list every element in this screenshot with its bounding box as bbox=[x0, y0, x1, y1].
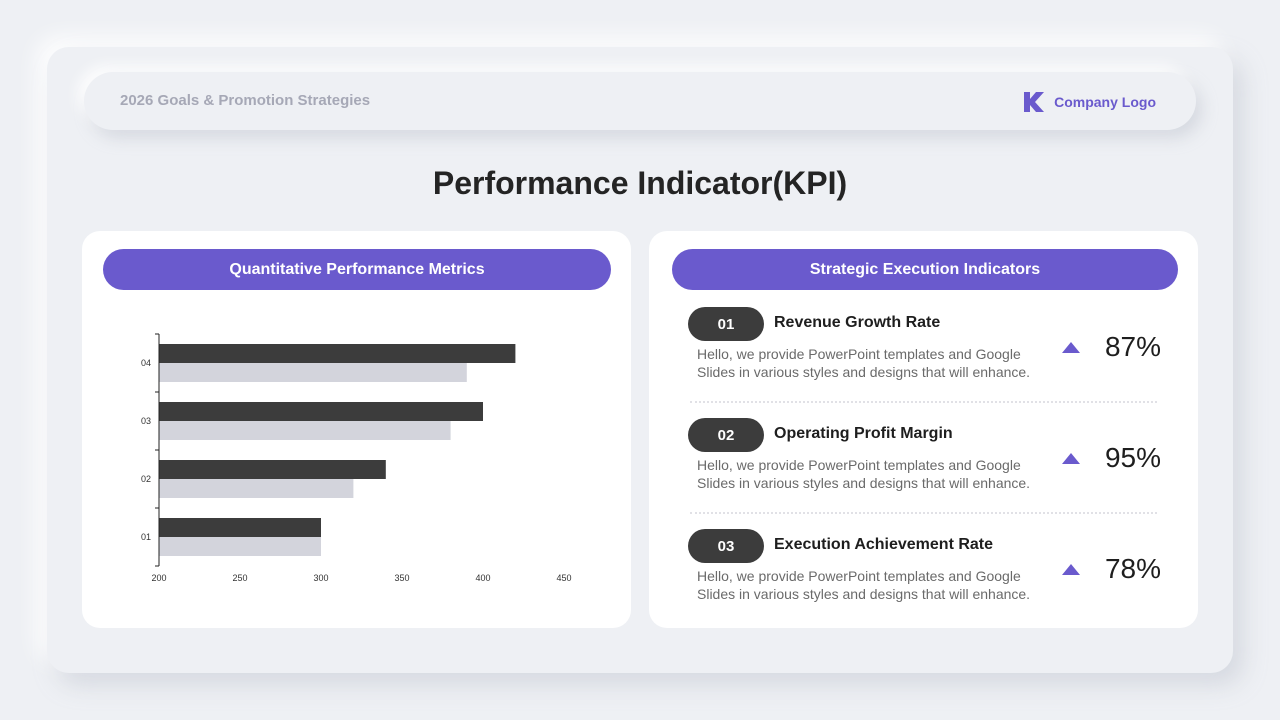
kpi-number-badge: 02 bbox=[688, 418, 764, 452]
kpi-item-execution-achievement: 03 Execution Achievement Rate Hello, we … bbox=[649, 529, 1198, 629]
x-tick-label: 450 bbox=[556, 573, 571, 583]
x-tick-label: 250 bbox=[232, 573, 247, 583]
kpi-name: Operating Profit Margin bbox=[774, 425, 953, 442]
divider bbox=[690, 512, 1157, 514]
header-title: 2026 Goals & Promotion Strategies bbox=[120, 92, 371, 109]
page-title: Performance Indicator(KPI) bbox=[432, 165, 848, 201]
bar-03-series-2 bbox=[159, 421, 451, 440]
quantitative-metrics-title: Quantitative Performance Metrics bbox=[103, 249, 611, 290]
x-tick-label: 300 bbox=[313, 573, 328, 583]
y-tick-label: 03 bbox=[141, 416, 151, 426]
kpi-value: 95% bbox=[1104, 442, 1161, 473]
kpi-name: Execution Achievement Rate bbox=[774, 536, 994, 553]
bar-02-series-1 bbox=[159, 460, 386, 479]
strategic-indicators-title: Strategic Execution Indicators bbox=[672, 249, 1178, 290]
arrow-up-icon bbox=[1062, 564, 1080, 575]
x-tick-label: 400 bbox=[475, 573, 490, 583]
bar-04-series-2 bbox=[159, 363, 467, 382]
kpi-number-badge: 01 bbox=[688, 307, 764, 341]
kpi-description: Hello, we provide PowerPoint templates a… bbox=[697, 457, 1031, 491]
k-logo-icon bbox=[1024, 92, 1045, 112]
strategic-indicators-panel: Strategic Execution Indicators 01 Revenu… bbox=[649, 231, 1198, 628]
kpi-description: Hello, we provide PowerPoint templates a… bbox=[697, 568, 1031, 602]
y-tick-label: 04 bbox=[141, 358, 151, 368]
kpi-value: 78% bbox=[1104, 553, 1161, 584]
kpi-description: Hello, we provide PowerPoint templates a… bbox=[697, 346, 1031, 380]
kpi-name: Revenue Growth Rate bbox=[774, 314, 941, 331]
kpi-value: 87% bbox=[1104, 331, 1161, 362]
arrow-up-icon bbox=[1062, 453, 1080, 464]
bar-04-series-1 bbox=[159, 344, 516, 363]
x-tick-label: 350 bbox=[394, 573, 409, 583]
x-tick-label: 200 bbox=[151, 573, 166, 583]
kpi-item-operating-profit: 02 Operating Profit Margin Hello, we pro… bbox=[649, 418, 1198, 518]
kpi-number-badge: 03 bbox=[688, 529, 764, 563]
quantitative-metrics-panel: Quantitative Performance Metrics 01 02 03 0… bbox=[82, 231, 631, 628]
arrow-up-icon bbox=[1062, 342, 1080, 353]
bar-01-series-2 bbox=[159, 537, 321, 556]
bar-02-series-2 bbox=[159, 479, 354, 498]
company-logo-text: Company Logo bbox=[1054, 94, 1156, 110]
bar-03-series-1 bbox=[159, 402, 483, 421]
header-bar: 2026 Goals & Promotion Strategies Compan… bbox=[84, 72, 1196, 130]
kpi-item-revenue-growth: 01 Revenue Growth Rate Hello, we provide… bbox=[649, 307, 1198, 407]
company-logo: Company Logo bbox=[1022, 90, 1156, 114]
divider bbox=[690, 401, 1157, 403]
bar-01-series-1 bbox=[159, 518, 321, 537]
bar-chart: 01 02 03 04 200 250 300 350 400 450 bbox=[141, 333, 572, 583]
y-tick-label: 01 bbox=[141, 532, 151, 542]
y-tick-label: 02 bbox=[141, 474, 151, 484]
